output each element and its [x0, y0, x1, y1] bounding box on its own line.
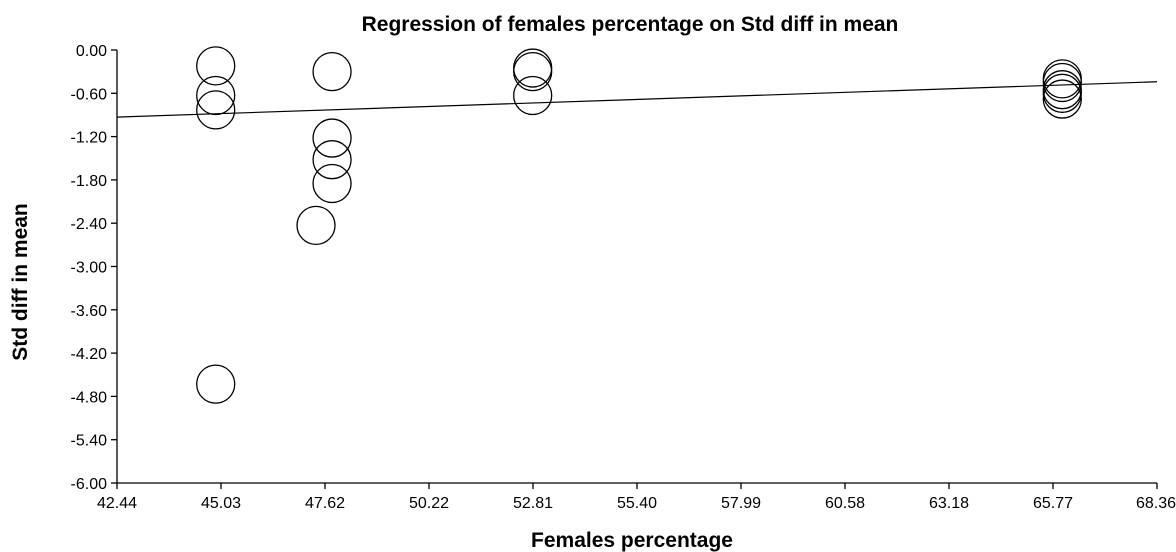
- x-tick-label: 50.22: [409, 495, 449, 512]
- data-point: [196, 75, 236, 116]
- y-tick-label: -1.20: [71, 130, 108, 147]
- data-point: [296, 205, 336, 246]
- points-layer: [196, 46, 1082, 404]
- data-point: [312, 163, 352, 204]
- data-point: [513, 52, 553, 92]
- data-point: [1042, 62, 1082, 103]
- x-tick-label: 65.77: [1033, 495, 1073, 512]
- data-point: [196, 46, 236, 86]
- y-tick-label: -4.80: [71, 389, 108, 406]
- data-point: [513, 75, 553, 116]
- regression-line: [116, 81, 1158, 118]
- x-tick-label: 60.58: [825, 495, 865, 512]
- x-tick-label: 63.18: [929, 495, 969, 512]
- y-tick-label: -0.60: [71, 86, 108, 103]
- y-tick-label: -2.40: [71, 216, 108, 233]
- data-point: [196, 90, 236, 130]
- x-tick-label: 55.40: [617, 495, 657, 512]
- x-tick-label: 57.99: [721, 495, 761, 512]
- x-tick-label: 47.62: [305, 495, 345, 512]
- y-tick-label: -5.40: [71, 433, 108, 450]
- x-tick-label: 52.81: [513, 495, 553, 512]
- y-tick-label: -3.60: [71, 303, 108, 320]
- data-point: [1042, 73, 1082, 113]
- data-point: [196, 364, 236, 404]
- chart-title: Regression of females percentage on Std …: [362, 13, 899, 36]
- x-axis-label: Females percentage: [531, 529, 733, 552]
- data-point: [1042, 79, 1082, 119]
- y-axis-label: Std diff in mean: [9, 203, 32, 361]
- x-tick-label: 45.03: [201, 495, 241, 512]
- x-tick-label: 68.36: [1136, 495, 1176, 512]
- y-tick-label: -3.00: [71, 260, 108, 277]
- y-tick-label: -6.00: [71, 476, 108, 493]
- axes: 0.00 -0.60 -1.20 -1.80 -2.40 -3.00 -3.60 -4.20 -…: [71, 43, 1176, 512]
- y-tick-label: -4.20: [71, 346, 108, 363]
- data-point: [312, 52, 352, 92]
- regression-layer: [116, 81, 1158, 118]
- x-tick-label: 42.44: [97, 495, 137, 512]
- y-tick-label: -1.80: [71, 173, 108, 190]
- y-tick-label: 0.00: [76, 43, 107, 60]
- data-point: [312, 118, 352, 158]
- data-point: [312, 140, 352, 180]
- data-point: [1042, 70, 1082, 110]
